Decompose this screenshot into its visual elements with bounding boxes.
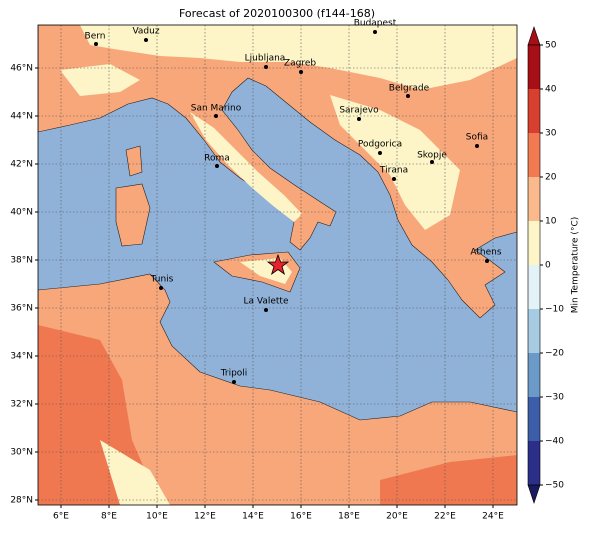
colorbar-tick-label: −10 <box>545 305 564 315</box>
x-tick-label: 14°E <box>242 512 264 522</box>
y-tick-label: 44°N <box>10 112 33 122</box>
title: Forecast of 2020100300 (f144-168) <box>179 7 375 20</box>
city-dot <box>299 70 303 74</box>
colorbar-tick-label: −30 <box>545 393 564 403</box>
city-dot <box>378 151 382 155</box>
colorbar-tick-label: 30 <box>545 129 557 139</box>
location-star <box>266 253 290 276</box>
city-dot <box>430 160 434 164</box>
city-label: Bern <box>85 32 106 42</box>
colorbar: 50 40 30 20 10 0 −10 −20 −30 −40 −50 Min Temperatu… <box>527 26 581 504</box>
y-tick-label: 40°N <box>10 208 33 218</box>
city-dot <box>94 42 98 46</box>
city-label: Vaduz <box>132 27 159 37</box>
city-dot <box>392 177 396 181</box>
x-tick-label: 8°E <box>101 512 117 522</box>
city-dot <box>264 308 268 312</box>
city-label: Sarajevo <box>339 106 379 116</box>
city-dot <box>373 30 377 34</box>
city-label: Tirana <box>379 166 408 176</box>
city-label: Ljubljana <box>245 54 286 64</box>
y-axis: 28°N 30°N 32°N 34°N 36°N 38°N 40°N 42°N 44°N 46°N <box>10 64 38 506</box>
y-tick-label: 36°N <box>10 304 33 314</box>
city-label: Podgorica <box>358 140 402 150</box>
city-label: Tunis <box>150 275 174 285</box>
x-tick-label: 12°E <box>194 512 216 522</box>
colorbar-tick-label: 40 <box>545 85 557 95</box>
colorbar-tick-label: 20 <box>545 173 557 183</box>
colorbar-tick-label: −50 <box>545 481 564 491</box>
x-tick-label: 10°E <box>146 512 168 522</box>
x-tick-label: 6°E <box>53 512 69 522</box>
city-label: Athens <box>470 248 501 258</box>
colorbar-tick-label: 0 <box>545 261 551 271</box>
cities: Bern Vaduz Budapest Ljubljana Zagreb Bel… <box>85 19 502 384</box>
colorbar-tick-label: 10 <box>545 217 557 227</box>
y-tick-label: 42°N <box>10 160 33 170</box>
y-tick-label: 38°N <box>10 256 33 266</box>
y-tick-label: 30°N <box>10 448 33 458</box>
city-dot <box>357 117 361 121</box>
x-tick-label: 24°E <box>482 512 504 522</box>
map-frame <box>37 24 518 506</box>
colorbar-tick-label: 50 <box>545 41 557 51</box>
city-label: Sofia <box>466 133 488 143</box>
city-label: Roma <box>204 154 230 164</box>
city-dot <box>264 65 268 69</box>
y-tick-label: 28°N <box>10 496 33 506</box>
city-dot <box>485 259 489 263</box>
x-tick-label: 16°E <box>290 512 312 522</box>
y-tick-label: 46°N <box>10 64 33 74</box>
city-dot <box>144 38 148 42</box>
city-dot <box>406 94 410 98</box>
map-area <box>38 25 517 505</box>
colorbar-tick-label: −40 <box>545 437 564 447</box>
city-dot <box>159 286 163 290</box>
city-label: San Marino <box>191 104 242 114</box>
city-label: Zagreb <box>284 59 316 69</box>
colorbar-label: Min Temperature (°C) <box>571 217 581 314</box>
x-tick-label: 20°E <box>386 512 408 522</box>
city-dot <box>215 164 219 168</box>
y-tick-label: 34°N <box>10 352 33 362</box>
city-dot <box>214 114 218 118</box>
city-label: Skopje <box>417 151 447 161</box>
city-label: Tripoli <box>220 369 248 379</box>
x-tick-label: 18°E <box>338 512 360 522</box>
city-dot <box>232 380 236 384</box>
city-label: Belgrade <box>389 84 430 94</box>
city-dot <box>475 144 479 148</box>
city-label: La Valette <box>244 297 289 307</box>
x-axis: 6°E 8°E 10°E 12°E 14°E 16°E 18°E 20°E 22°E 24°E <box>53 505 504 522</box>
x-tick-label: 22°E <box>434 512 456 522</box>
colorbar-tick-label: −20 <box>545 349 564 359</box>
y-tick-label: 32°N <box>10 400 33 410</box>
city-label: Budapest <box>354 19 397 29</box>
